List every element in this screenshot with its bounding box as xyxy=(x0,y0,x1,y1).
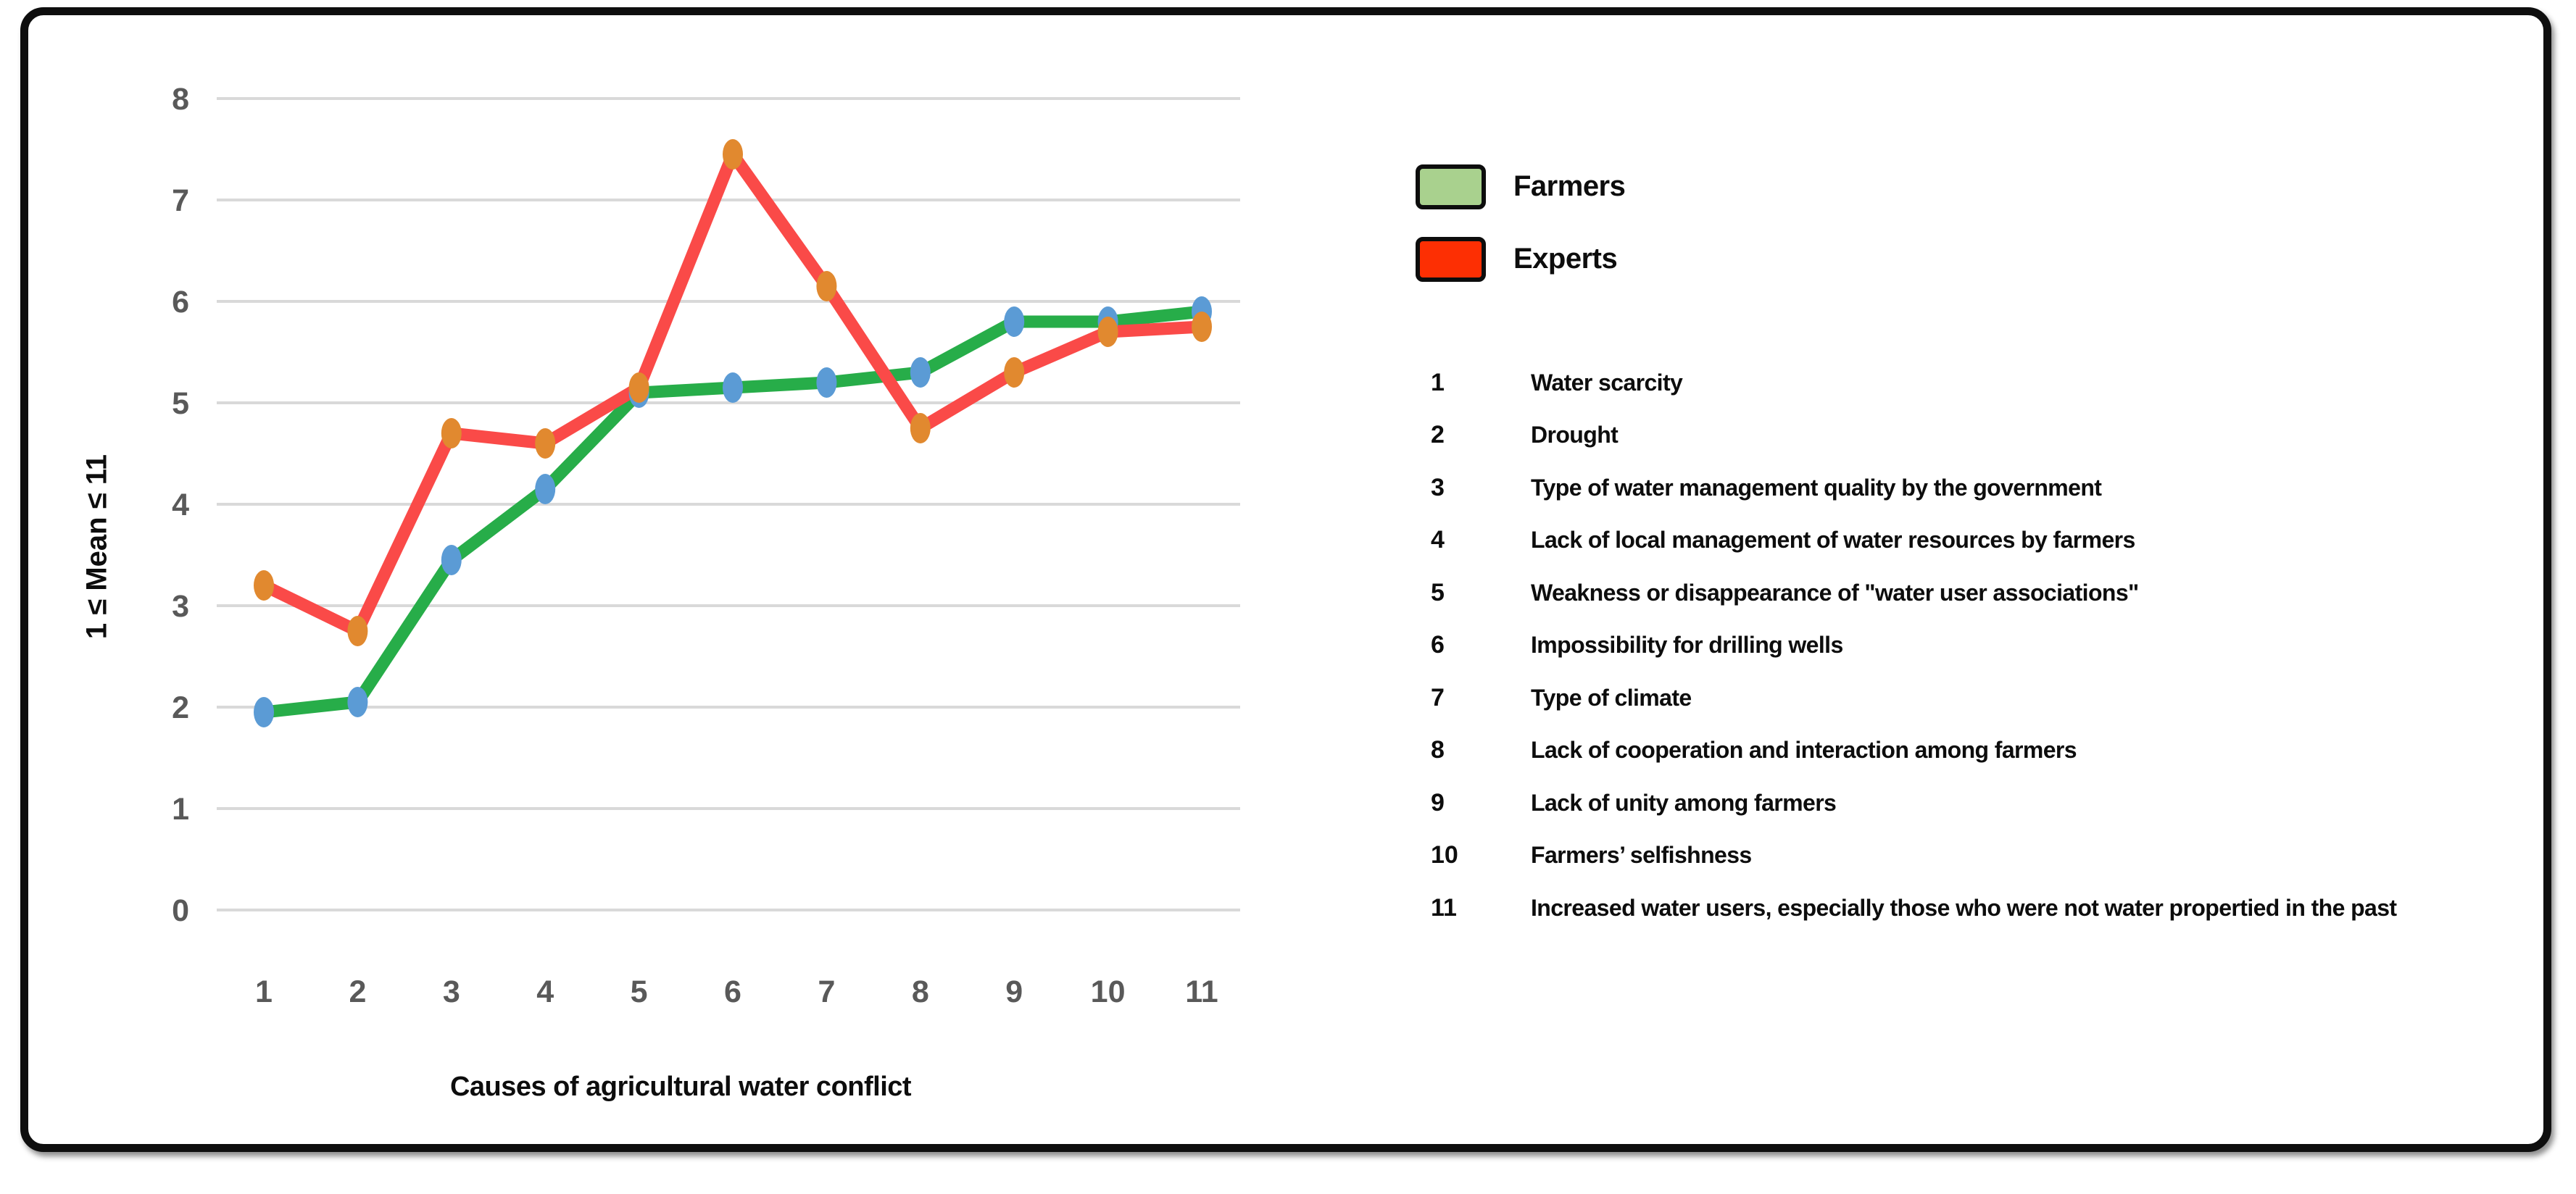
line-chart: 0 1 2 3 4 5 6 7 8 1 2 3 4 5 6 7 8 9 10 11 xyxy=(172,82,1240,1009)
x-tick-label: 6 xyxy=(724,974,741,1009)
causes-key-list: 1 Water scarcity 2 Drought 3 Type of wat… xyxy=(1431,356,2562,935)
cause-text: Lack of cooperation and interaction amon… xyxy=(1531,737,2077,764)
cause-row: 6 Impossibility for drilling wells xyxy=(1431,619,2562,672)
y-tick-label: 5 xyxy=(172,386,189,421)
cause-number: 11 xyxy=(1431,893,1457,922)
legend-label: Farmers xyxy=(1513,170,1626,202)
cause-text: Type of water management quality by the … xyxy=(1531,474,2102,501)
cause-text: Farmers’ selfishness xyxy=(1531,842,1752,869)
x-tick-label: 7 xyxy=(818,974,835,1009)
cause-text: Type of climate xyxy=(1531,684,1692,711)
cause-number: 6 xyxy=(1431,631,1445,659)
data-point-experts xyxy=(723,139,743,170)
data-point-farmers xyxy=(1004,306,1025,337)
data-point-experts xyxy=(816,271,837,301)
y-tick-label: 7 xyxy=(172,183,189,218)
cause-text: Drought xyxy=(1531,422,1619,448)
cause-row: 9 Lack of unity among farmers xyxy=(1431,777,2562,830)
chart-legend: Farmers Experts xyxy=(1416,164,1626,309)
x-tick-label: 8 xyxy=(912,974,929,1009)
y-tick-label: 3 xyxy=(172,589,189,624)
cause-row: 11 Increased water users, especially tho… xyxy=(1431,882,2562,935)
y-tick-label: 0 xyxy=(172,893,189,928)
y-tick-label: 6 xyxy=(172,285,189,320)
data-point-experts xyxy=(441,418,462,448)
data-point-experts xyxy=(1004,357,1025,388)
x-tick-label: 4 xyxy=(536,974,554,1009)
x-axis-title: Causes of agricultural water conflict xyxy=(449,1072,912,1102)
y-tick-label: 2 xyxy=(172,690,189,725)
cause-row: 1 Water scarcity xyxy=(1431,356,2562,409)
data-point-farmers xyxy=(910,357,931,388)
cause-number: 8 xyxy=(1431,736,1445,764)
figure-frame: 0 1 2 3 4 5 6 7 8 1 2 3 4 5 6 7 8 9 10 11 Causes of agricul… xyxy=(20,7,2551,1152)
cause-text: Impossibility for drilling wells xyxy=(1531,632,1843,659)
legend-label: Experts xyxy=(1513,243,1618,275)
data-point-experts xyxy=(535,428,556,459)
y-tick-label: 8 xyxy=(172,82,189,117)
y-tick-label: 1 xyxy=(172,792,189,827)
data-point-experts xyxy=(254,570,274,601)
cause-row: 8 Lack of cooperation and interaction am… xyxy=(1431,725,2562,777)
cause-number: 10 xyxy=(1431,841,1458,869)
cause-row: 5 Weakness or disappearance of "water us… xyxy=(1431,567,2562,619)
cause-number: 2 xyxy=(1431,421,1445,449)
cause-text: Increased water users, especially those … xyxy=(1531,894,2397,921)
data-point-experts xyxy=(910,413,931,443)
x-tick-label: 1 xyxy=(255,974,273,1009)
x-tick-label: 3 xyxy=(443,974,460,1009)
y-tick-label: 4 xyxy=(172,488,189,522)
cause-row: 2 Drought xyxy=(1431,409,2562,462)
y-axis-title: 1 ≤ Mean ≤ 11 xyxy=(80,454,113,640)
series-line-farmers xyxy=(257,305,1208,719)
data-point-farmers xyxy=(816,367,837,398)
cause-text: Lack of unity among farmers xyxy=(1531,789,1837,816)
cause-text: Water scarcity xyxy=(1531,369,1683,396)
data-point-experts xyxy=(1192,312,1212,342)
cause-number: 3 xyxy=(1431,473,1445,501)
cause-number: 7 xyxy=(1431,683,1445,711)
cause-text: Lack of local management of water resour… xyxy=(1531,527,2135,554)
cause-row: 3 Type of water management quality by th… xyxy=(1431,462,2562,514)
x-tick-label: 11 xyxy=(1185,974,1218,1009)
legend-item-experts: Experts xyxy=(1416,236,1625,282)
x-tick-label: 10 xyxy=(1091,974,1126,1009)
cause-number: 1 xyxy=(1431,368,1445,396)
data-point-farmers xyxy=(535,474,556,504)
cause-row: 7 Type of climate xyxy=(1431,672,2562,725)
legend-item-farmers: Farmers xyxy=(1416,164,1626,209)
data-point-farmers xyxy=(441,545,462,575)
data-point-farmers xyxy=(254,697,274,727)
data-point-farmers xyxy=(723,372,743,403)
x-tick-label: 9 xyxy=(1005,974,1023,1009)
x-tick-label: 5 xyxy=(631,974,648,1009)
farmers-swatch-icon xyxy=(1416,164,1486,209)
experts-swatch-icon xyxy=(1416,236,1486,282)
cause-number: 4 xyxy=(1431,526,1445,554)
x-tick-label: 2 xyxy=(349,974,366,1009)
cause-text: Weakness or disappearance of "water user… xyxy=(1531,579,2139,606)
data-point-experts xyxy=(347,616,368,646)
data-point-experts xyxy=(1097,317,1118,347)
cause-number: 5 xyxy=(1431,578,1445,606)
cause-row: 4 Lack of local management of water reso… xyxy=(1431,514,2562,567)
data-point-farmers xyxy=(347,687,368,717)
cause-row: 10 Farmers’ selfishness xyxy=(1431,830,2562,882)
cause-number: 9 xyxy=(1431,788,1445,817)
data-point-experts xyxy=(628,372,649,403)
